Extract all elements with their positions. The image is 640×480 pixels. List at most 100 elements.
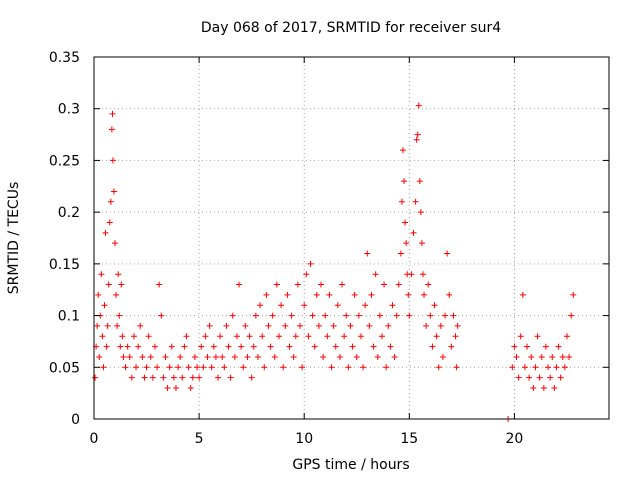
data-point xyxy=(254,353,261,360)
data-point xyxy=(116,312,123,319)
data-point xyxy=(189,374,196,381)
data-point xyxy=(267,343,274,350)
data-point xyxy=(118,281,125,288)
data-point xyxy=(119,333,126,340)
data-point xyxy=(429,343,436,350)
data-point xyxy=(526,374,533,381)
data-point xyxy=(328,364,335,371)
data-point xyxy=(330,322,337,329)
data-point xyxy=(423,322,430,329)
y-tick-label: 0.35 xyxy=(49,50,80,66)
chart-title: Day 068 of 2017, SRMTID for receiver sur… xyxy=(201,20,501,36)
y-tick-label: 0.3 xyxy=(58,102,80,118)
data-point xyxy=(143,364,150,371)
data-point xyxy=(225,343,232,350)
data-point xyxy=(364,250,371,257)
data-point xyxy=(112,240,119,247)
data-point xyxy=(110,188,117,195)
data-point xyxy=(336,353,343,360)
data-point xyxy=(177,353,184,360)
data-point xyxy=(223,322,230,329)
data-point xyxy=(549,353,556,360)
data-point xyxy=(452,333,459,340)
data-point xyxy=(566,353,573,360)
data-point xyxy=(107,198,114,205)
data-point xyxy=(433,333,440,340)
data-point xyxy=(109,157,116,164)
data-point xyxy=(158,312,165,319)
data-point xyxy=(521,364,528,371)
data-point xyxy=(154,364,161,371)
grid xyxy=(94,57,609,419)
data-point xyxy=(286,343,293,350)
data-point xyxy=(417,209,424,216)
data-point xyxy=(395,281,402,288)
data-point xyxy=(278,302,285,309)
data-point xyxy=(120,353,127,360)
data-point xyxy=(517,333,524,340)
data-point xyxy=(215,374,222,381)
data-point xyxy=(351,291,358,298)
data-point xyxy=(98,271,105,278)
data-point xyxy=(288,312,295,319)
data-point xyxy=(448,343,455,350)
data-point xyxy=(559,353,566,360)
data-point xyxy=(398,198,405,205)
data-point xyxy=(135,343,142,350)
data-point xyxy=(454,322,461,329)
data-point xyxy=(151,343,158,350)
y-tick-label: 0 xyxy=(71,412,80,428)
data-point xyxy=(164,384,171,391)
data-point xyxy=(563,333,570,340)
data-point xyxy=(108,126,115,133)
data-point xyxy=(416,178,423,185)
data-point xyxy=(170,374,177,381)
data-point xyxy=(410,229,417,236)
data-point xyxy=(355,312,362,319)
data-point xyxy=(290,353,297,360)
data-point xyxy=(113,291,120,298)
data-point xyxy=(202,333,209,340)
data-point xyxy=(524,343,531,350)
data-point xyxy=(444,250,451,257)
data-point xyxy=(406,312,413,319)
data-point xyxy=(292,333,299,340)
y-tick-label: 0.1 xyxy=(58,309,80,325)
data-point xyxy=(547,374,554,381)
ticks: 0 0.05 0.1 0.15 0.2 0.25 0.3 0.35 0 5 10 15 20 xyxy=(49,50,609,447)
data-point xyxy=(227,374,234,381)
plot-frame xyxy=(93,56,610,420)
data-point xyxy=(92,374,99,381)
data-point xyxy=(509,364,516,371)
data-point xyxy=(265,322,272,329)
data-point xyxy=(221,364,228,371)
y-axis-label: SRMTID / TECUs xyxy=(6,182,22,295)
data-point xyxy=(557,374,564,381)
y-tick-label: 0.25 xyxy=(49,153,80,169)
data-point xyxy=(233,333,240,340)
data-point xyxy=(208,364,215,371)
data-point xyxy=(102,229,109,236)
data-point xyxy=(210,343,217,350)
data-point xyxy=(280,364,287,371)
data-point xyxy=(194,364,200,371)
data-point xyxy=(284,291,291,298)
data-point xyxy=(339,281,346,288)
data-point xyxy=(347,322,354,329)
data-point xyxy=(402,219,409,226)
data-point xyxy=(326,291,333,298)
data-point xyxy=(252,312,259,319)
data-point xyxy=(309,312,316,319)
data-point xyxy=(271,353,278,360)
data-point xyxy=(104,322,111,329)
data-point xyxy=(551,384,558,391)
data-point xyxy=(381,281,388,288)
data-point xyxy=(413,136,420,143)
data-point xyxy=(568,312,575,319)
data-point xyxy=(156,281,163,288)
data-point xyxy=(370,343,377,350)
data-point xyxy=(311,343,318,350)
data-point xyxy=(106,219,113,226)
data-point xyxy=(389,302,396,309)
data-point xyxy=(324,333,331,340)
